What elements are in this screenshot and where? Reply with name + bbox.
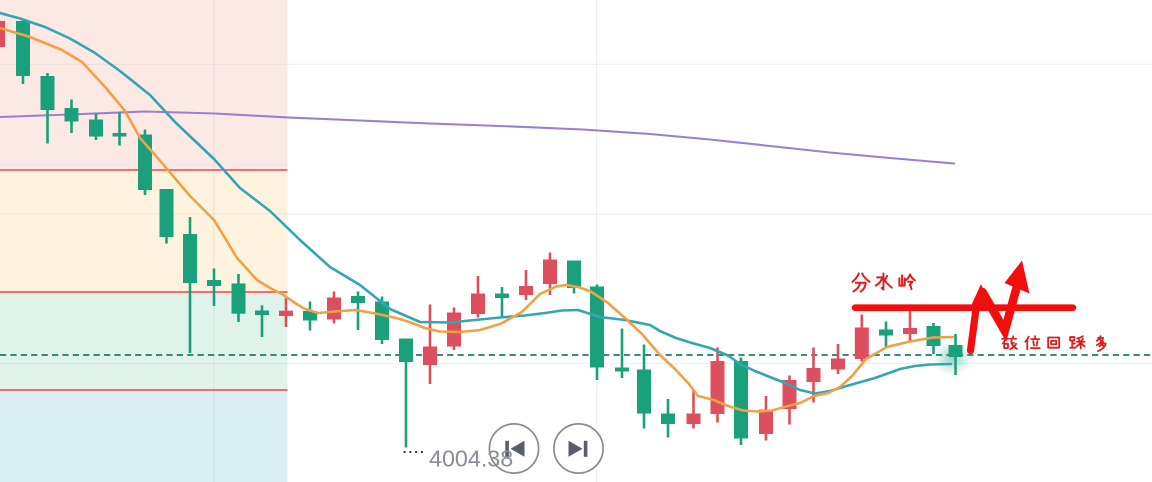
svg-text:4004.38: 4004.38 [429, 446, 513, 472]
